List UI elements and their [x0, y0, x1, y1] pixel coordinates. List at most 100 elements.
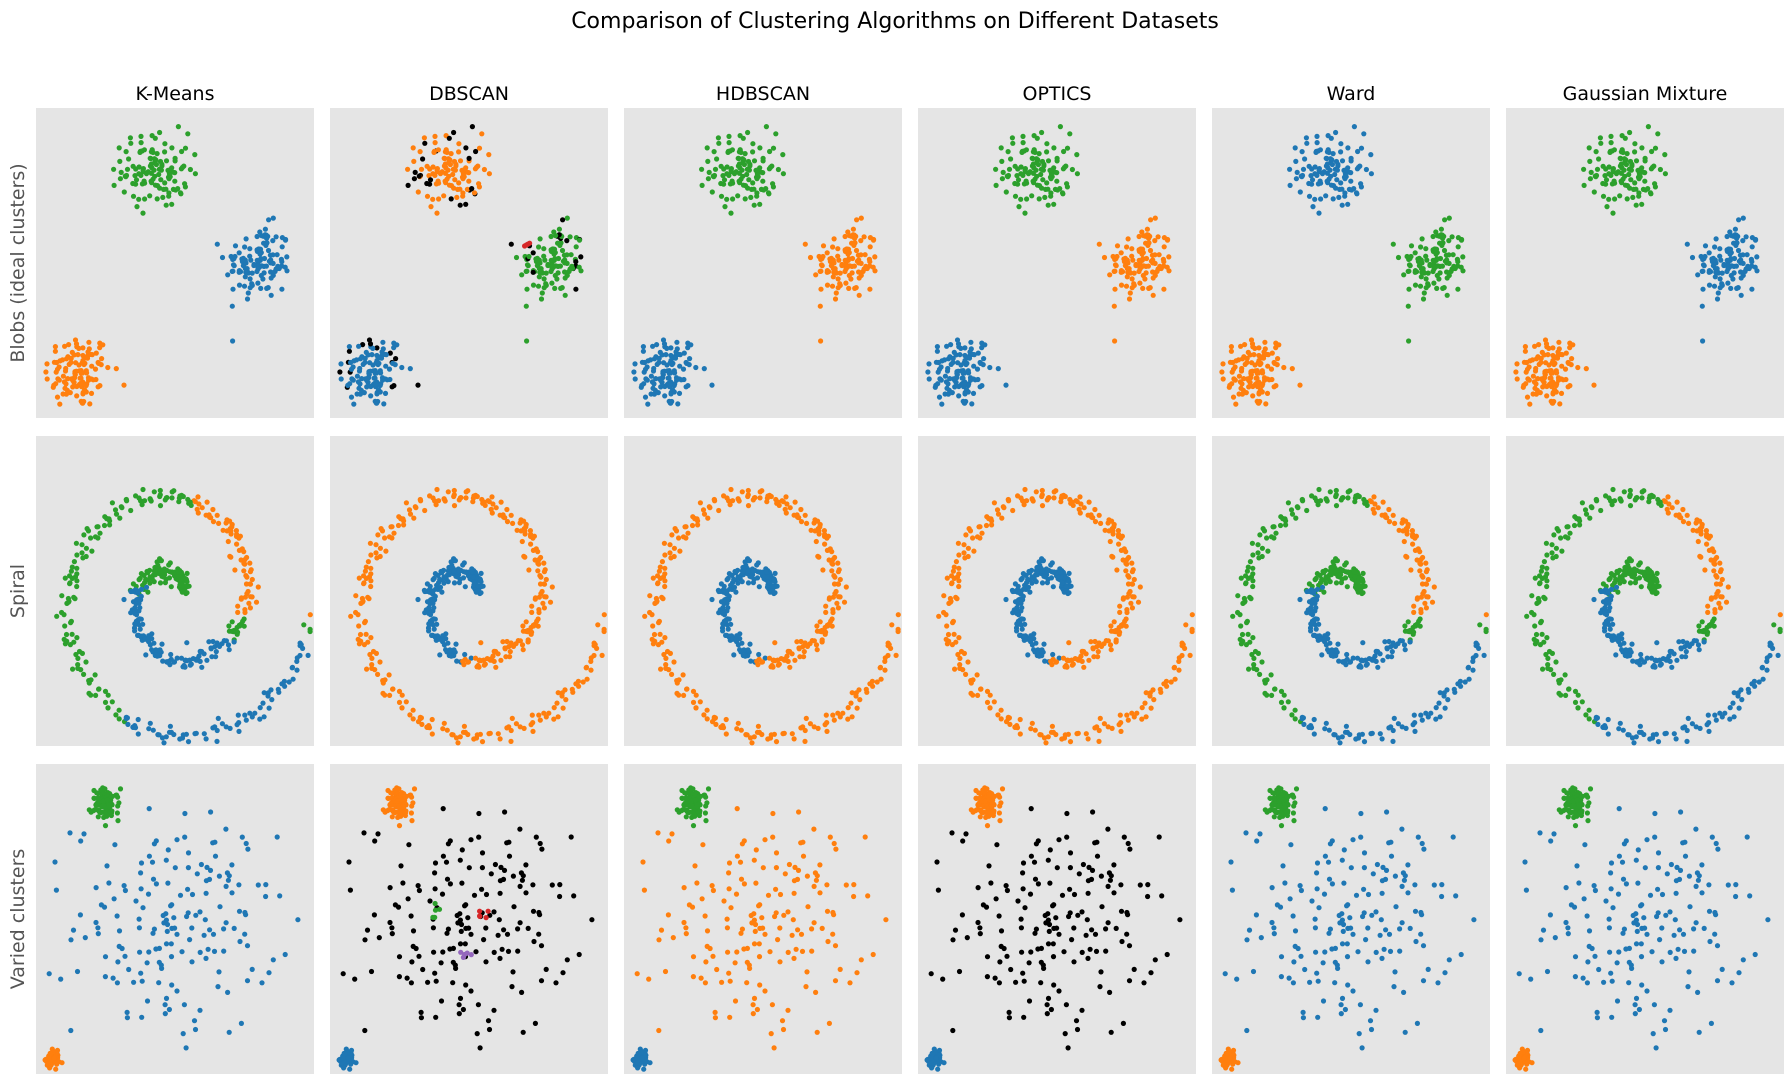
data-point: [984, 699, 991, 706]
data-point: [1361, 131, 1367, 137]
data-point: [234, 541, 240, 547]
data-point: [802, 738, 808, 745]
data-point: [399, 692, 405, 698]
data-point: [817, 619, 823, 625]
data-point: [1003, 382, 1009, 388]
data-point: [263, 242, 269, 248]
data-point: [1614, 568, 1620, 575]
data-point: [1020, 140, 1026, 146]
data-point: [1065, 731, 1071, 737]
data-point: [75, 655, 81, 662]
data-point: [971, 548, 977, 554]
data-point: [81, 671, 87, 678]
data-point: [1081, 505, 1087, 511]
data-point: [818, 629, 825, 635]
data-point: [543, 576, 549, 583]
data-point: [158, 167, 164, 173]
column-title-2: HDBSCAN: [716, 83, 810, 105]
data-point: [599, 652, 605, 659]
data-point: [207, 514, 213, 520]
data-point: [1069, 166, 1075, 173]
data-point: [1022, 486, 1028, 493]
data-point: [1248, 574, 1255, 580]
data-point: [73, 341, 80, 347]
data-point: [1322, 633, 1328, 639]
data-point: [737, 165, 743, 171]
data-point: [430, 164, 436, 170]
data-point: [660, 370, 666, 376]
data-point: [152, 569, 158, 575]
data-point: [1406, 286, 1412, 292]
data-point: [811, 638, 818, 644]
data-point: [1027, 589, 1033, 595]
data-point: [1333, 493, 1339, 500]
data-point: [367, 360, 373, 366]
data-point: [1514, 376, 1520, 382]
data-point: [69, 564, 75, 570]
data-point: [441, 193, 447, 199]
data-point: [1306, 163, 1312, 169]
data-point: [671, 659, 677, 665]
data-point: [1543, 360, 1549, 366]
data-point: [945, 365, 951, 372]
data-point: [415, 596, 421, 603]
data-point: [1018, 495, 1024, 501]
data-point: [252, 710, 258, 716]
data-point: [1624, 151, 1630, 157]
data-point: [465, 731, 471, 738]
data-point: [1105, 724, 1111, 730]
data-point: [265, 247, 272, 254]
data-point: [1043, 740, 1049, 746]
data-point: [1126, 554, 1132, 561]
data-point: [1592, 173, 1598, 179]
data-point: [975, 376, 981, 383]
data-point: [424, 581, 430, 587]
data-point: [479, 739, 486, 745]
data-point: [1338, 149, 1344, 155]
data-point: [1017, 731, 1023, 737]
data-point: [1627, 568, 1633, 574]
data-point: [356, 575, 362, 581]
data-point: [455, 574, 461, 580]
data-point: [870, 683, 876, 689]
data-point: [1457, 678, 1463, 685]
data-point: [1150, 292, 1156, 298]
data-point: [723, 588, 729, 594]
data-point: [481, 499, 487, 505]
data-point: [199, 505, 205, 511]
data-point: [952, 666, 958, 672]
data-point: [282, 683, 288, 689]
data-point: [434, 621, 440, 627]
data-point: [674, 680, 680, 686]
data-point: [117, 176, 123, 182]
data-point: [770, 181, 776, 187]
data-point: [1632, 180, 1638, 186]
data-point: [1116, 531, 1122, 537]
data-point: [947, 599, 954, 605]
data-point: [1640, 186, 1646, 192]
data-point: [1412, 269, 1418, 275]
data-point: [1312, 600, 1318, 606]
data-point: [1118, 720, 1124, 726]
data-point: [151, 579, 157, 585]
data-point: [1358, 664, 1364, 670]
data-point: [803, 715, 809, 722]
data-point: [1075, 730, 1081, 736]
data-point: [1652, 145, 1659, 151]
data-point: [1318, 498, 1324, 504]
data-point: [1527, 401, 1533, 407]
data-point: [383, 548, 389, 554]
data-point: [236, 282, 243, 288]
data-point: [667, 650, 674, 657]
data-point: [1112, 268, 1118, 274]
data-point: [432, 571, 438, 577]
data-point: [650, 623, 656, 629]
data-point: [945, 631, 952, 638]
data-point: [1412, 728, 1418, 735]
data-point: [843, 584, 849, 590]
data-point: [500, 639, 506, 645]
data-point: [938, 364, 944, 370]
data-point: [1717, 285, 1723, 291]
data-point: [1038, 171, 1044, 178]
data-point: [956, 393, 962, 399]
